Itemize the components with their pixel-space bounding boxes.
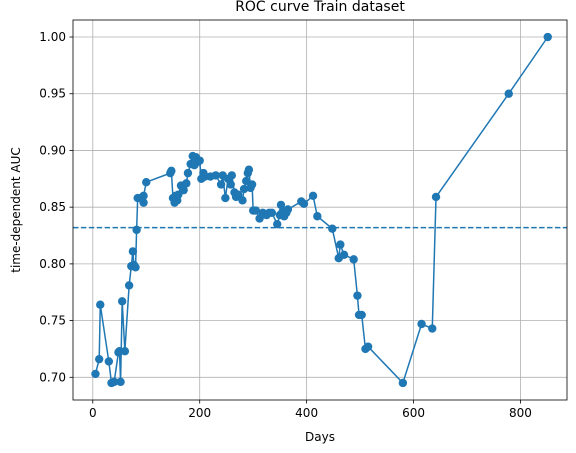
data-point <box>363 342 373 351</box>
data-point <box>357 310 366 320</box>
x-tick-label: 200 <box>188 406 211 420</box>
chart-title: ROC curve Train dataset <box>235 0 405 15</box>
data-point <box>239 184 249 194</box>
y-tick-label: 0.70 <box>39 370 66 384</box>
y-tick-label: 0.80 <box>39 257 66 271</box>
data-point <box>313 212 322 221</box>
y-tick-label: 0.95 <box>39 87 66 101</box>
series-group <box>91 32 552 388</box>
data-point <box>247 180 257 189</box>
data-point <box>431 192 441 202</box>
x-tick-label: 0 <box>89 406 97 420</box>
data-point <box>182 179 191 188</box>
data-point <box>251 206 261 215</box>
grid-lines <box>73 20 567 400</box>
data-point <box>428 324 437 333</box>
y-tick-label: 0.85 <box>39 200 66 214</box>
data-point <box>131 263 140 272</box>
data-point <box>273 219 282 229</box>
data-point <box>244 165 254 174</box>
data-point <box>195 156 204 165</box>
data-point <box>96 300 105 309</box>
x-tick-label: 600 <box>402 406 425 420</box>
data-point <box>308 191 318 201</box>
data-point <box>116 377 125 387</box>
data-point <box>139 191 148 201</box>
data-point <box>128 247 138 256</box>
data-point <box>117 297 127 306</box>
tick-group: 0 200 400 600 800 0.70 0.75 0.80 0.85 0.90 0.95 1.0… <box>39 30 532 420</box>
data-point <box>124 281 134 290</box>
y-axis-label: time-dependent AUC <box>9 147 23 273</box>
data-point <box>104 357 114 366</box>
data-point <box>417 319 426 329</box>
data-point <box>276 200 286 210</box>
data-point <box>94 354 104 364</box>
y-tick-label: 0.90 <box>39 143 66 157</box>
data-point <box>328 224 337 233</box>
axes-background <box>73 20 567 400</box>
data-point <box>226 180 235 189</box>
data-point <box>139 198 148 207</box>
plot-area <box>73 20 567 400</box>
data-point <box>339 250 349 260</box>
data-point <box>211 171 220 180</box>
data-point <box>179 185 188 195</box>
data-point <box>299 199 309 208</box>
data-point <box>109 377 119 387</box>
data-point <box>267 208 277 218</box>
data-point <box>349 255 358 264</box>
data-point <box>504 89 513 98</box>
data-point <box>221 193 230 203</box>
x-axis-label: Days <box>305 430 335 444</box>
data-point <box>238 196 247 205</box>
y-tick-label: 1.00 <box>39 30 66 44</box>
data-point <box>91 369 100 379</box>
data-point <box>216 180 226 189</box>
data-point <box>142 178 151 187</box>
data-point <box>227 171 236 180</box>
x-tick-label: 400 <box>295 406 318 420</box>
data-point <box>353 291 362 300</box>
data-point <box>183 168 193 178</box>
axes-frame <box>72 19 568 401</box>
data-point <box>543 32 552 42</box>
data-point <box>120 347 130 356</box>
data-point <box>132 225 141 235</box>
x-tick-label: 800 <box>509 406 532 420</box>
data-point <box>167 166 176 176</box>
data-point <box>283 205 293 214</box>
data-point <box>398 378 408 388</box>
y-tick-label: 0.75 <box>39 314 66 328</box>
data-point <box>336 240 345 249</box>
